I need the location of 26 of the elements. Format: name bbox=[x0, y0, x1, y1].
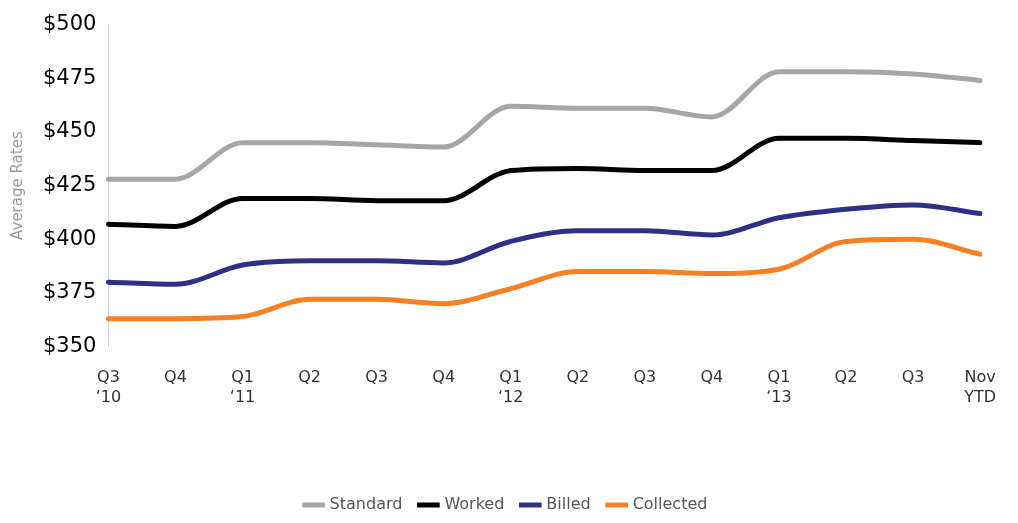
x-tick-label: Q4 bbox=[164, 367, 187, 387]
y-tick-label: $450 bbox=[42, 118, 97, 143]
x-tick-label: Q2 bbox=[566, 367, 590, 387]
x-tick-label: Q3 bbox=[901, 367, 925, 387]
legend-label: Billed bbox=[546, 494, 591, 514]
x-tick-label: Q2 bbox=[298, 367, 321, 387]
x-tick-label: Q1 ‘11 bbox=[229, 367, 256, 406]
y-axis-title: Average Rates bbox=[7, 131, 26, 240]
y-tick-label: $475 bbox=[42, 64, 97, 89]
x-tick-label: Q3 bbox=[365, 367, 389, 387]
y-tick-label: $375 bbox=[42, 279, 97, 304]
x-tick-label: Q3 bbox=[633, 367, 657, 387]
legend-label: Standard bbox=[329, 494, 403, 514]
x-tick-label: Q4 bbox=[432, 367, 456, 387]
x-tick-label: Q2 bbox=[834, 367, 858, 387]
x-tick-label: Q1 ‘12 bbox=[498, 367, 524, 406]
x-tick-label: Q4 bbox=[700, 367, 724, 387]
y-tick-label: $425 bbox=[42, 172, 97, 197]
y-tick-label: $400 bbox=[42, 225, 97, 250]
x-tick-label: Q1 ‘13 bbox=[766, 367, 792, 406]
y-tick-label: $500 bbox=[42, 11, 97, 36]
x-tick-label: Nov YTD bbox=[963, 367, 996, 406]
y-tick-label: $350 bbox=[42, 333, 97, 358]
legend-label: Collected bbox=[632, 494, 708, 514]
legend-label: Worked bbox=[444, 494, 505, 514]
x-tick-label: Q3 ‘10 bbox=[95, 367, 122, 406]
